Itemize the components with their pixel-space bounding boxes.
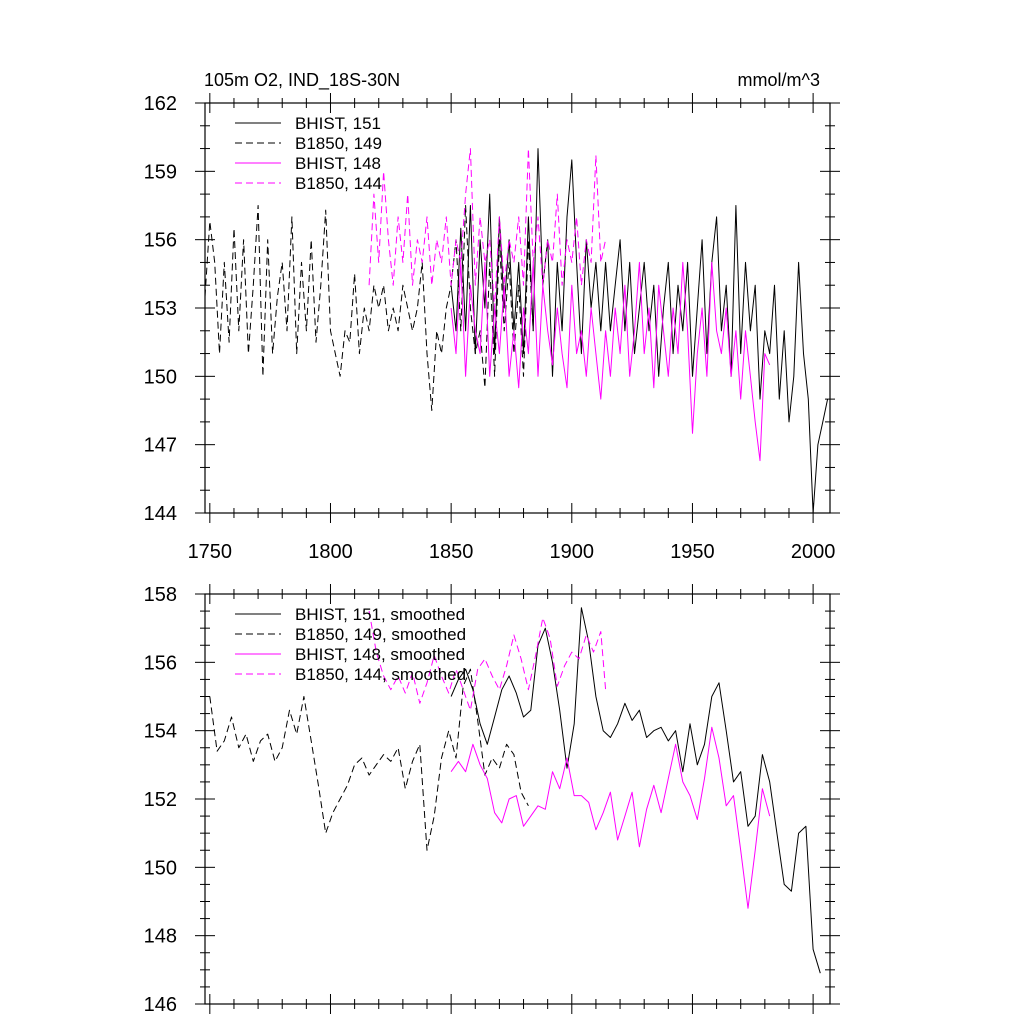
y-tick-label: 154 xyxy=(144,721,177,743)
legend-label: BHIST, 151 xyxy=(295,114,381,133)
y-tick-label: 158 xyxy=(144,584,177,606)
legend-label: B1850, 149 xyxy=(295,134,382,153)
series-line-3 xyxy=(450,261,771,462)
x-tick-label: 1800 xyxy=(308,541,353,563)
units-label: mmol/m^3 xyxy=(738,70,820,90)
series-line-4 xyxy=(368,611,607,711)
y-tick-label: 159 xyxy=(144,161,177,183)
series-line-3 xyxy=(450,726,771,909)
y-tick-label: 162 xyxy=(144,93,177,115)
x-tick-label: 1750 xyxy=(188,541,233,563)
y-tick-label: 156 xyxy=(144,230,177,252)
series-line-1 xyxy=(450,607,821,974)
x-tick-label: 1850 xyxy=(429,541,474,563)
y-tick-label: 150 xyxy=(144,366,177,388)
y-tick-label: 148 xyxy=(144,926,177,948)
x-tick-label: 1950 xyxy=(670,541,715,563)
legend-label: B1850, 149, smoothed xyxy=(295,625,466,644)
x-tick-label: 2000 xyxy=(791,541,836,563)
legend-label: BHIST, 151, smoothed xyxy=(295,605,465,624)
y-tick-label: 147 xyxy=(144,435,177,457)
chart-title: 105m O2, IND_18S-30N xyxy=(204,70,400,91)
legend-label: B1850, 144, smoothed xyxy=(295,665,466,684)
top-series-lines xyxy=(204,148,829,514)
y-tick-label: 144 xyxy=(144,503,177,525)
y-tick-label: 146 xyxy=(144,994,177,1016)
legend-label: BHIST, 148, smoothed xyxy=(295,645,465,664)
y-tick-label: 150 xyxy=(144,857,177,879)
top-panel: 105m O2, IND_18S-30N mmol/m^3 1750 1800 18… xyxy=(144,70,840,563)
bottom-plot-frame xyxy=(204,593,831,1005)
series-line-2 xyxy=(204,205,534,411)
series-line-1 xyxy=(450,148,829,514)
series-line-2 xyxy=(209,668,529,851)
y-tick-label: 153 xyxy=(144,298,177,320)
bottom-panel: 146 148 150 152 154 156 158 BHIST, 151, smooth… xyxy=(144,584,840,1016)
top-axis-ticks: 1750 1800 1850 1900 1950 2000 144 147 150 153 156 1… xyxy=(144,93,840,563)
y-tick-label: 156 xyxy=(144,652,177,674)
series-line-4 xyxy=(368,148,607,309)
y-tick-label: 152 xyxy=(144,789,177,811)
legend-label: B1850, 144 xyxy=(295,174,382,193)
bottom-series-lines xyxy=(209,607,821,974)
top-plot-frame xyxy=(204,102,831,514)
legend-label: BHIST, 148 xyxy=(295,154,381,173)
x-tick-label: 1900 xyxy=(550,541,595,563)
